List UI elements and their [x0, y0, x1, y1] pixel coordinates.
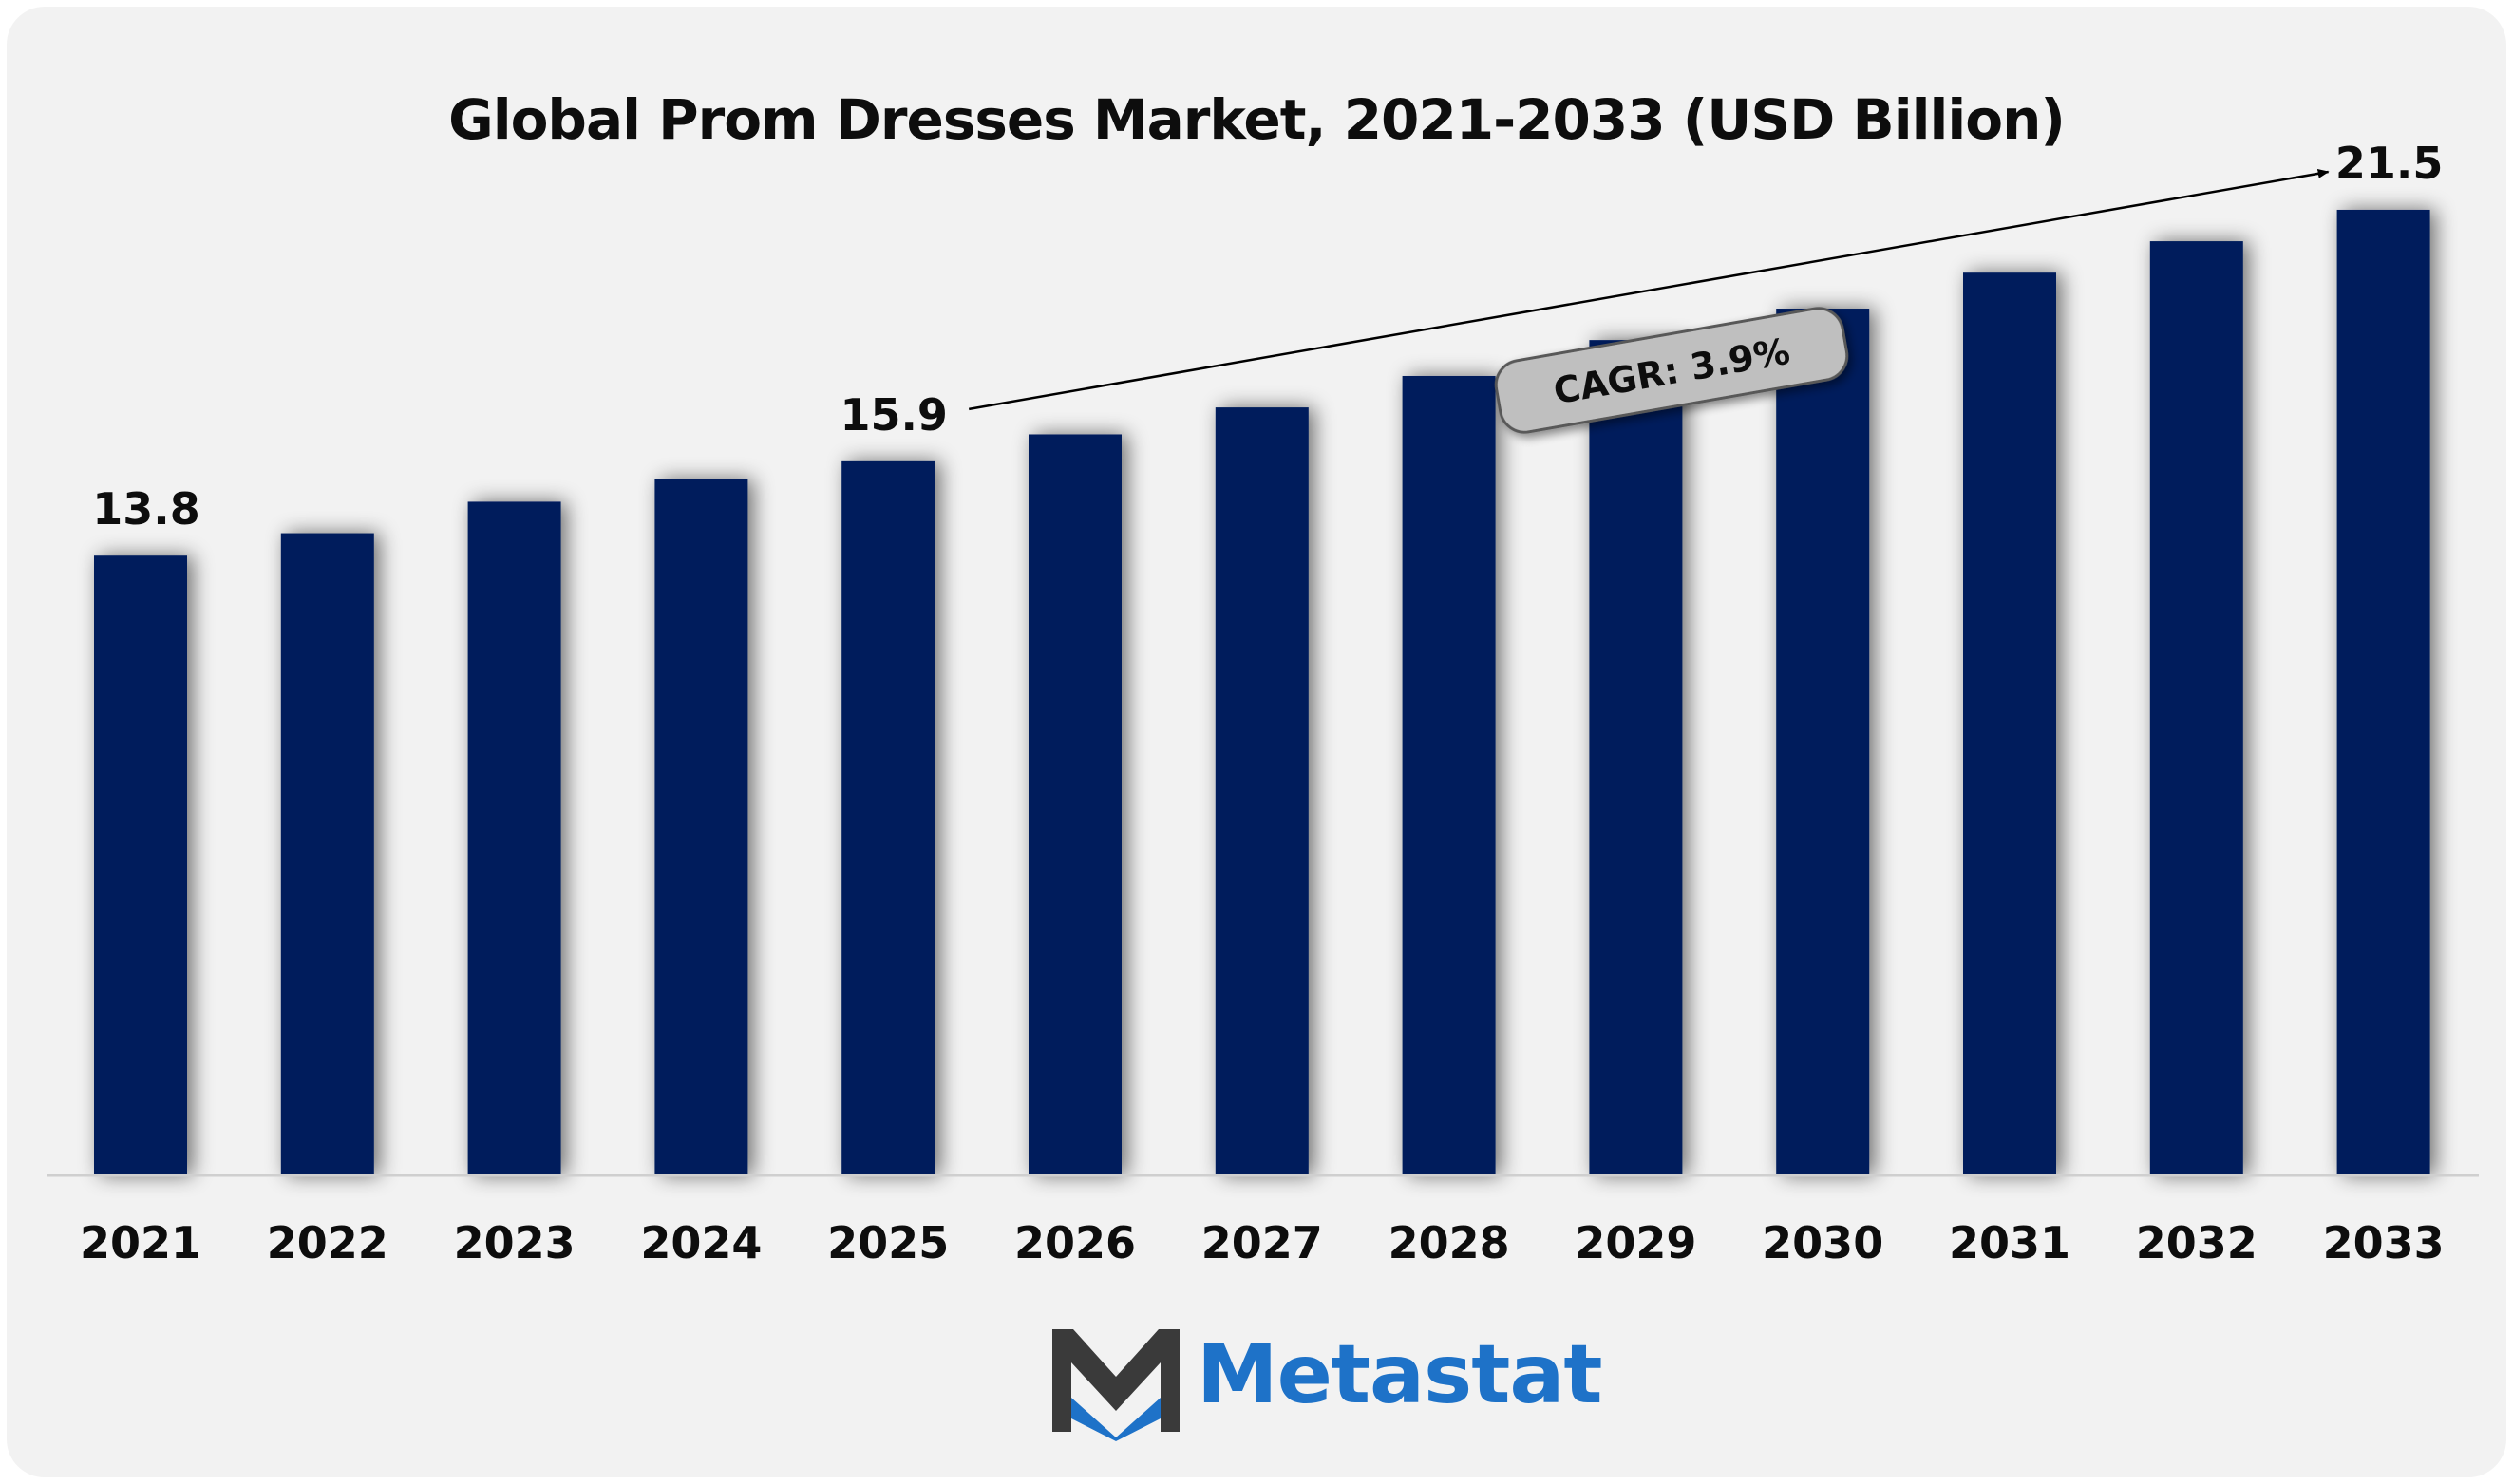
bar-2031	[1963, 272, 2056, 1175]
x-tick-label: 2032	[2136, 1217, 2258, 1268]
x-tick-label: 2021	[80, 1217, 201, 1268]
data-label-2033: 21.5	[2335, 138, 2444, 189]
bars-layer	[94, 209, 2430, 1176]
x-tick-label: 2029	[1575, 1217, 1696, 1268]
metastat-logo-icon	[1052, 1329, 1180, 1441]
data-labels: 13.8 15.9 21.5	[92, 138, 2443, 535]
bar-2028	[1402, 375, 1496, 1175]
bar-2026	[1029, 434, 1122, 1175]
data-label-2025: 15.9	[840, 389, 948, 441]
data-label-2021: 13.8	[92, 483, 200, 535]
bar-2029	[1589, 340, 1683, 1175]
metastat-logo: Metastat	[1045, 1320, 1602, 1443]
x-tick-labels: 2021 2022 2023 2024 2025 2026 2027 2028 2029 2030…	[80, 1217, 2445, 1268]
cagr-annotation: CAGR: 3.9%	[968, 168, 2330, 434]
bar-2022	[280, 533, 374, 1175]
bar-2021	[94, 555, 187, 1175]
x-tick-label: 2031	[1949, 1217, 2070, 1268]
x-tick-label: 2025	[827, 1217, 949, 1268]
bar-2023	[467, 501, 561, 1175]
x-tick-label: 2022	[267, 1217, 388, 1268]
bar-2025	[841, 460, 935, 1176]
bar-2024	[654, 479, 748, 1176]
x-tick-label: 2023	[454, 1217, 576, 1268]
x-tick-label: 2027	[1201, 1217, 1323, 1268]
bar-2027	[1215, 407, 1309, 1175]
x-tick-label: 2024	[640, 1217, 762, 1268]
chart-title: Global Prom Dresses Market, 2021-2033 (U…	[448, 87, 2066, 152]
x-tick-label: 2028	[1389, 1217, 1510, 1268]
bar-2033	[2336, 209, 2430, 1175]
bar-2030	[1776, 309, 1870, 1175]
x-tick-label: 2030	[1762, 1217, 1883, 1268]
cagr-badge-background	[1494, 307, 1849, 434]
bar-2032	[2149, 241, 2243, 1175]
cagr-arrow	[968, 168, 2330, 411]
x-tick-label: 2033	[2323, 1217, 2445, 1268]
metastat-logo-text: Metastat	[1197, 1327, 1602, 1422]
x-tick-label: 2026	[1014, 1217, 1136, 1268]
